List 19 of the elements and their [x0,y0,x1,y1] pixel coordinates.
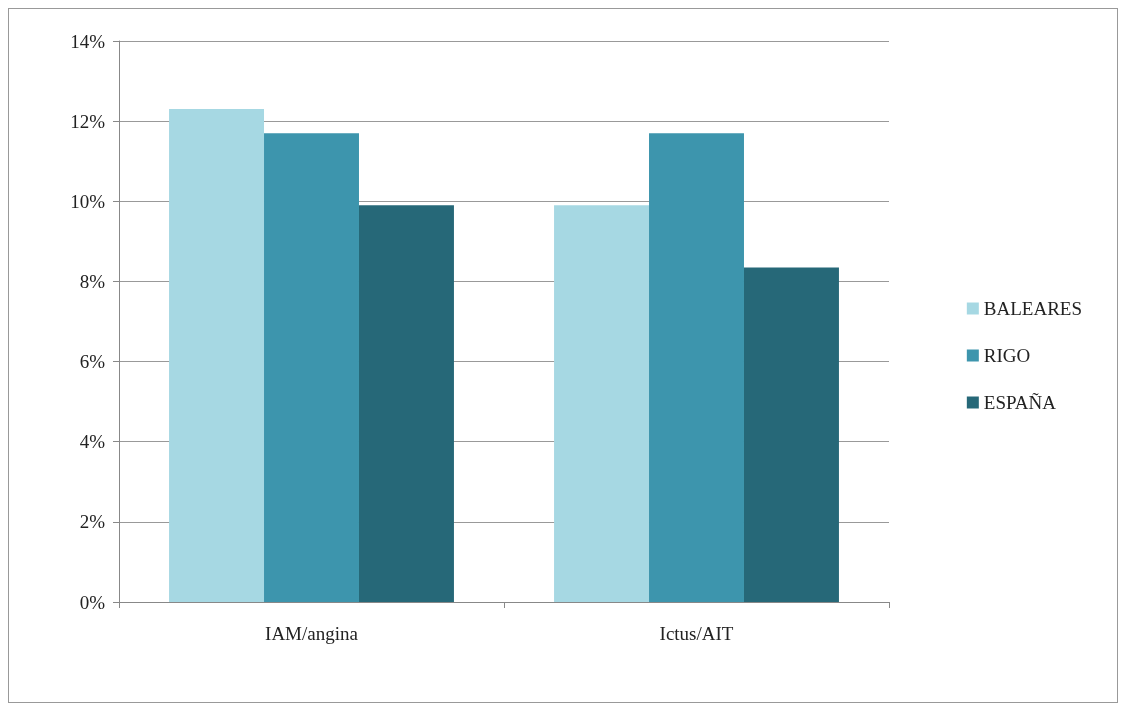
bar [554,205,650,602]
bar [169,109,265,602]
bar [358,205,454,602]
bar [264,133,359,602]
x-tick-label: Ictus/AIT [659,623,734,644]
y-tick-label: 0% [79,591,106,613]
bar [649,133,744,602]
legend-label: ESPAÑA [983,392,1057,413]
y-tick-label: 12% [70,110,106,132]
y-tick-label: 14% [70,30,106,52]
bar [743,267,839,602]
x-tick-label: IAM/angina [265,623,359,644]
y-tick-label: 6% [79,351,106,373]
y-tick-label: 8% [79,270,106,292]
legend-label: BALEARES [983,298,1083,319]
y-tick-label: 10% [70,190,106,212]
y-tick-label: 4% [79,431,106,453]
legend-label: RIGO [983,345,1031,366]
y-tick-label: 2% [79,511,106,533]
